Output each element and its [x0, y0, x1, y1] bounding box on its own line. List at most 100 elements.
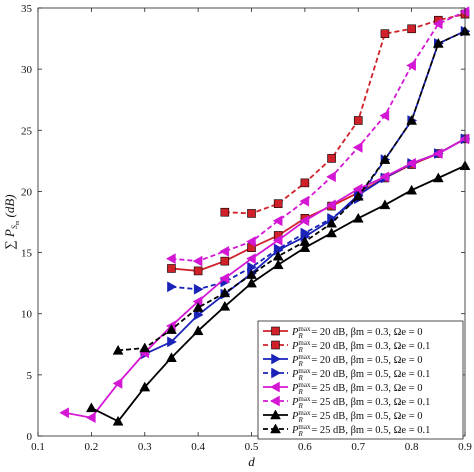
data-point	[112, 377, 123, 389]
data-point	[85, 402, 97, 413]
series-7	[85, 160, 471, 426]
data-point	[352, 212, 364, 223]
data-point	[432, 37, 444, 48]
data-point	[300, 178, 310, 188]
data-point	[167, 336, 177, 348]
series-8	[112, 25, 471, 355]
data-point	[326, 227, 337, 238]
x-tick-label: 0.5	[245, 441, 259, 453]
data-point	[326, 199, 336, 211]
data-point	[219, 245, 230, 257]
data-point	[353, 116, 363, 125]
data-point	[166, 352, 177, 362]
legend-entry: Pmax R = 25 dB, βm = 0.3, Ωe = 0.1	[263, 395, 430, 410]
legend-label: Pmax R = 20 dB, βm = 0.5, Ωe = 0	[291, 353, 423, 368]
x-tick-label: 0.6	[298, 441, 312, 453]
y-tick-label: 10	[21, 309, 33, 321]
data-point	[406, 184, 418, 195]
data-point	[432, 148, 443, 159]
y-tick-label: 0	[27, 431, 33, 443]
x-tick-label: 0.2	[85, 441, 99, 453]
x-tick-label: 0.1	[31, 441, 45, 453]
data-point	[139, 381, 151, 392]
data-point	[432, 18, 443, 30]
y-tick-label: 5	[27, 370, 33, 382]
x-tick-label: 0.3	[138, 441, 152, 453]
data-point	[246, 269, 257, 279]
data-point	[246, 277, 257, 288]
y-axis-label: ∑ PSm (dB)	[2, 194, 21, 249]
series-line	[118, 30, 466, 352]
series-line	[64, 138, 466, 419]
legend-label: Pmax R = 25 dB, βm = 0.5, Ωe = 0.1	[291, 423, 430, 438]
data-point	[139, 342, 151, 353]
data-point	[406, 157, 416, 169]
data-point	[406, 114, 418, 125]
x-tick-label: 0.7	[351, 441, 365, 453]
data-point	[219, 272, 230, 284]
data-point	[273, 199, 283, 208]
data-point	[326, 217, 337, 228]
y-tick-label: 15	[21, 248, 33, 260]
x-tick-label: 0.4	[191, 441, 205, 453]
legend-entry: Pmax R = 25 dB, βm = 0.5, Ωe = 0	[263, 409, 423, 424]
data-point	[193, 283, 204, 295]
legend-label: Pmax R = 25 dB, βm = 0.3, Ωe = 0.1	[291, 395, 430, 410]
legend-box	[257, 320, 464, 440]
legend-marker	[271, 353, 282, 365]
data-point	[299, 242, 311, 252]
data-point	[406, 60, 416, 71]
data-point	[299, 215, 310, 227]
data-point	[272, 259, 284, 270]
data-point	[379, 154, 391, 164]
data-point	[326, 171, 336, 183]
data-point	[352, 190, 364, 201]
series-layer	[59, 6, 471, 426]
data-point	[192, 302, 204, 312]
data-point	[193, 266, 203, 276]
data-point	[85, 412, 96, 424]
data-point	[112, 344, 124, 355]
data-point	[379, 171, 390, 183]
legend-entry: Pmax R = 25 dB, βm = 0.3, Ωe = 0	[263, 381, 423, 396]
data-point	[299, 195, 310, 207]
data-point	[165, 253, 176, 265]
legend-marker	[270, 409, 281, 420]
data-point	[300, 227, 311, 239]
data-point	[219, 287, 231, 298]
data-point	[379, 199, 391, 210]
legend-marker	[269, 381, 280, 393]
data-point	[352, 183, 363, 195]
x-tick-label: 0.8	[405, 441, 419, 453]
x-tick-label: 0.9	[458, 441, 472, 453]
data-point	[245, 236, 256, 247]
data-point	[272, 234, 283, 246]
legend-entry: Pmax R = 20 dB, βm = 0.3, Ωe = 0	[263, 325, 423, 340]
data-point	[459, 133, 470, 145]
legend-label: Pmax R = 25 dB, βm = 0.5, Ωe = 0	[291, 409, 423, 424]
y-tick-label: 30	[21, 64, 33, 76]
data-point	[352, 141, 363, 153]
data-point	[247, 261, 258, 273]
legend-entry: Pmax R = 20 dB, βm = 0.5, Ωe = 0.1	[263, 367, 430, 382]
legend-label: Pmax R = 20 dB, βm = 0.5, Ωe = 0.1	[291, 367, 430, 382]
data-point	[273, 243, 284, 255]
data-point	[220, 256, 230, 266]
data-point	[192, 255, 203, 267]
x-axis-label: d	[248, 454, 255, 469]
series-line	[171, 10, 466, 263]
data-point	[192, 325, 204, 336]
legend-label: Pmax R = 20 dB, βm = 0.3, Ωe = 0	[291, 325, 423, 340]
data-point	[432, 172, 444, 183]
data-point	[247, 209, 256, 218]
legend-entry: Pmax R = 20 dB, βm = 0.3, Ωe = 0.1	[263, 339, 430, 354]
data-point	[380, 29, 390, 38]
legend-label: Pmax R = 25 dB, βm = 0.3, Ωe = 0	[291, 381, 423, 396]
axes-layer: 0.1 0.2 0.3 0.4 0.5 0.6 0.7 0.8 0.9 0 5 10 15 20 25 30 3…	[21, 3, 472, 453]
legend-label: Pmax R = 20 dB, βm = 0.3, Ωe = 0.1	[291, 339, 430, 354]
data-point	[379, 110, 390, 122]
data-point	[459, 6, 470, 18]
data-point	[327, 154, 336, 163]
data-point	[167, 264, 176, 273]
